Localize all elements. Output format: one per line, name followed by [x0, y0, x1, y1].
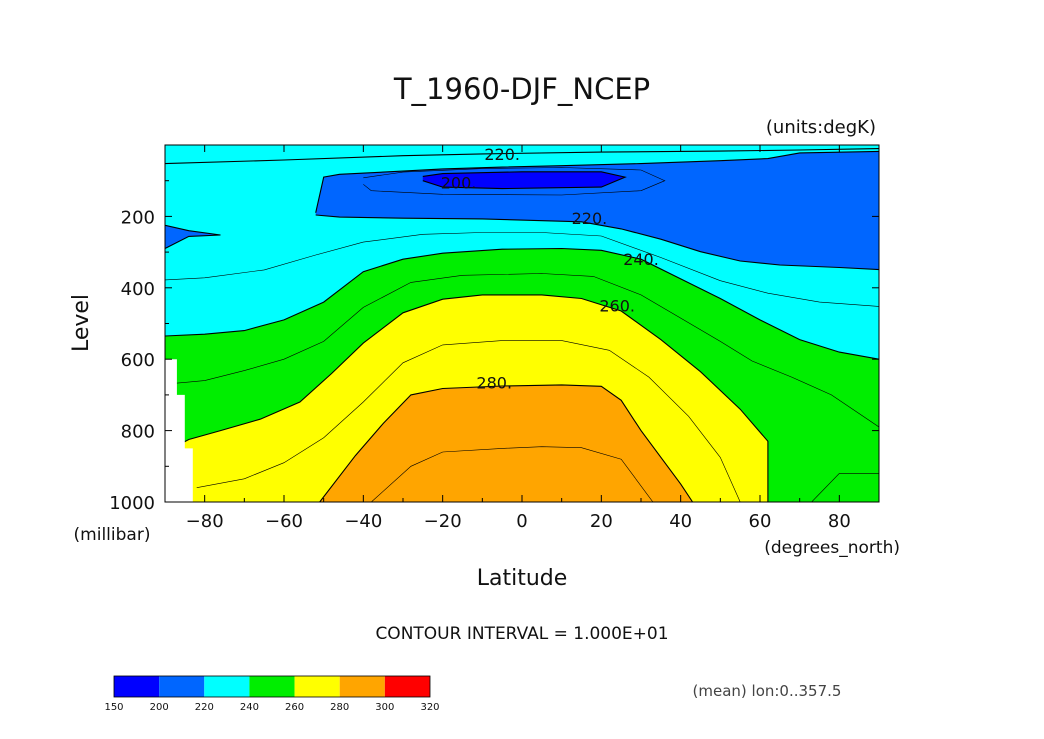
x-axis-title: Latitude: [477, 566, 568, 591]
contour-label-1: 200.: [441, 173, 477, 192]
contour-label-3: 240.: [623, 250, 659, 269]
contour-label-2: 220.: [572, 209, 608, 228]
x-tick-label: −20: [424, 511, 462, 532]
y-axis-title: Level: [69, 294, 94, 352]
x-tick-label: 20: [590, 511, 613, 532]
y-axis: 200 400 600 800 1000: [109, 180, 879, 514]
colorbar-box-300-320: [384, 676, 430, 697]
y-tick-label: 1000: [109, 493, 155, 514]
missing-data-mask: [165, 359, 193, 502]
x-tick-label: 40: [669, 511, 692, 532]
y-tick-label: 200: [121, 207, 155, 228]
contour-lines: [165, 148, 879, 502]
contour-labels: 220. 200. 220. 240. 260. 280.: [441, 145, 659, 392]
contour-label-0: 220.: [484, 145, 520, 164]
contour-line-250-9: [811, 473, 879, 502]
y-units-label: (millibar): [74, 525, 151, 545]
colorbar-label: 240: [240, 702, 259, 713]
filled-band-200-220-1: [165, 225, 221, 249]
contour-label-5: 280.: [476, 373, 512, 392]
contour-line-250-8: [165, 273, 879, 428]
colorbar-box-280-300: [339, 676, 385, 697]
colorbar-label: 300: [375, 702, 394, 713]
units-label: (units:degK): [766, 117, 876, 138]
missing-data-region-0: [165, 359, 193, 502]
contour-line-220-4: [315, 214, 879, 271]
colorbar-box-240-260: [249, 676, 295, 697]
x-axis: −80 −60 −40 −20 0 20 40 60 80: [164, 145, 880, 532]
y-tick-label: 400: [121, 279, 155, 300]
colorbar-box-260-280: [294, 676, 340, 697]
colorbar-box-150-200: [114, 676, 160, 697]
contour-line-220-0: [165, 148, 879, 165]
contour-line-220-3: [315, 150, 879, 213]
contour-line-260-10: [165, 294, 769, 502]
contour-line-210-1: [363, 167, 666, 196]
contour-line-280-12: [319, 384, 694, 502]
y-tick-label: 600: [121, 350, 155, 371]
contour-line-290-13: [371, 446, 654, 502]
colorbar-label: 280: [330, 702, 349, 713]
plot-area: [165, 145, 879, 502]
x-tick-label: −60: [265, 511, 303, 532]
colorbar-label: 150: [104, 702, 123, 713]
colorbar-label: 220: [195, 702, 214, 713]
contour-line-230-6: [165, 232, 879, 307]
colorbar-label: 200: [150, 702, 169, 713]
colorbar-frame: [113, 675, 431, 698]
x-tick-label: 60: [749, 511, 772, 532]
contour-line-220-5: [165, 224, 221, 249]
colorbar-label: 260: [285, 702, 304, 713]
mean-text: (mean) lon:0..357.5: [693, 682, 842, 700]
colorbar-box-220-240: [204, 676, 250, 697]
x-tick-label: 0: [516, 511, 527, 532]
x-tick-label: 80: [828, 511, 851, 532]
colorbar: 150 200 220 240 260 280 300 320: [104, 675, 440, 713]
chart-title: T_1960-DJF_NCEP: [393, 72, 650, 106]
contour-interval-text: CONTOUR INTERVAL = 1.000E+01: [375, 624, 668, 644]
contour-line-200-2: [422, 171, 627, 190]
colorbar-label: 320: [420, 702, 439, 713]
x-tick-label: −80: [186, 511, 224, 532]
contour-label-4: 260.: [599, 297, 635, 316]
contour-line-240-7: [165, 247, 879, 360]
contour-line-270-11: [196, 340, 741, 502]
filled-band-280-300-6: [319, 384, 693, 502]
y-tick-label: 800: [121, 422, 155, 443]
colorbar-box-200-220: [159, 676, 205, 697]
x-units-label: (degrees_north): [764, 538, 900, 558]
filled-band-150-200-3: [422, 171, 626, 189]
x-tick-label: −40: [344, 511, 382, 532]
